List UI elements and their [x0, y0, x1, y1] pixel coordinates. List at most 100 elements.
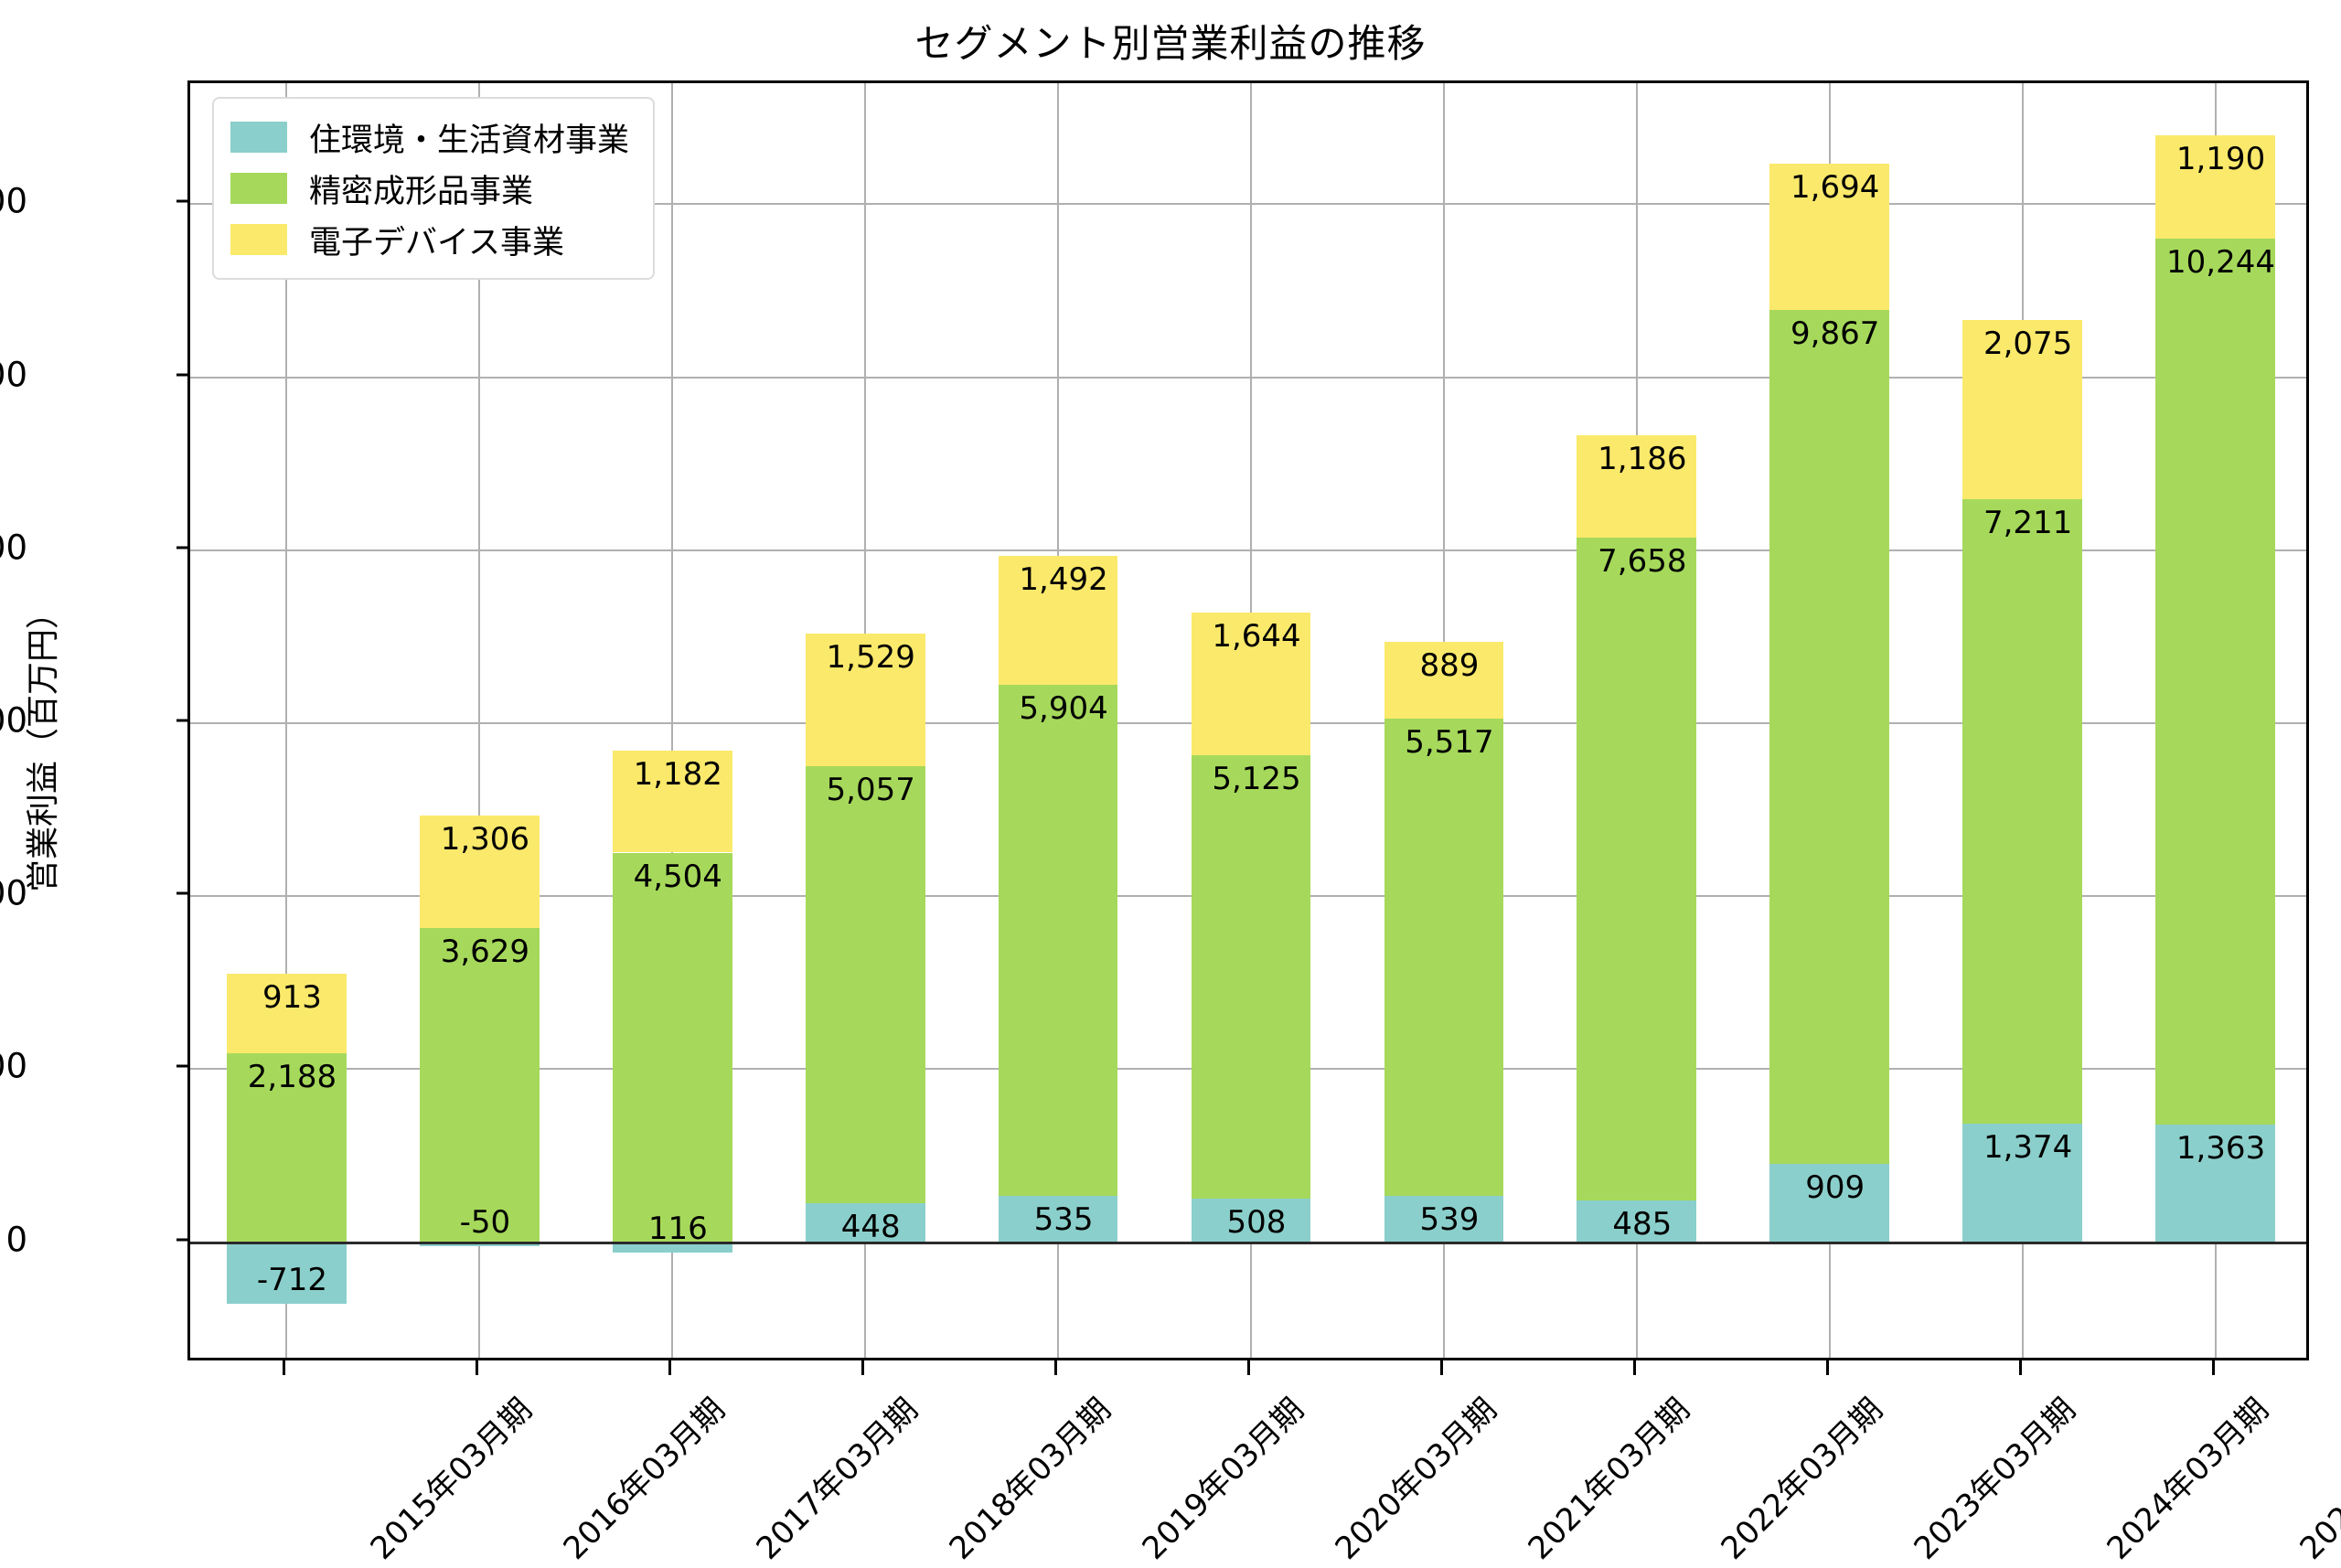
x-axis-tick-mark [283, 1360, 286, 1375]
x-axis-tick-label: 2019年03月期 [1135, 1391, 1311, 1567]
bar-segment [1191, 754, 1311, 1199]
chart-legend: 住環境・生活資材事業 精密成形品事業 電子デバイス事業 [212, 97, 656, 280]
x-axis-tick-label: 2024年03月期 [2100, 1391, 2276, 1567]
gridline-horizontal [190, 376, 2306, 379]
x-axis-tick-label: 2021年03月期 [1521, 1391, 1697, 1567]
y-axis-tick-label: 6,000 [0, 700, 27, 741]
bar-value-label: 448 [840, 1209, 901, 1246]
x-axis-tick-mark [1247, 1360, 1250, 1375]
bar-segment [1962, 499, 2082, 1124]
bar-value-label: 116 [647, 1210, 708, 1247]
bar-value-label: 1,306 [440, 820, 530, 858]
bar-value-label: 1,694 [1790, 168, 1880, 206]
x-axis-tick-mark [476, 1360, 479, 1375]
bar-value-label: 1,492 [1019, 561, 1108, 599]
bar-segment [2155, 238, 2275, 1125]
legend-item-label: 電子デバイス事業 [309, 224, 564, 261]
gridline-vertical [285, 83, 288, 1358]
y-axis-tick-mark [176, 546, 187, 549]
x-axis-tick-mark [1825, 1360, 1829, 1375]
gridline-vertical [671, 83, 674, 1358]
x-axis-tick-mark [2211, 1360, 2215, 1375]
bar-segment [998, 1195, 1118, 1243]
bar-segment [1577, 1200, 1697, 1243]
legend-swatch-icon [230, 122, 287, 153]
bar-segment [1769, 163, 1890, 311]
y-axis-tick-mark [176, 891, 187, 895]
x-axis-tick-label: 2016年03月期 [556, 1391, 733, 1567]
gridline-vertical [478, 83, 481, 1358]
x-axis-tick-mark [1632, 1360, 1636, 1375]
y-axis-label: 営業利益（百万円） [25, 596, 62, 893]
bar-value-label: 5,057 [826, 771, 915, 808]
bar-value-label: 5,517 [1405, 723, 1494, 761]
bar-segment [419, 815, 540, 929]
bar-value-label: 1,190 [2175, 141, 2266, 178]
gridline-horizontal [190, 203, 2306, 206]
bar-segment [612, 1242, 732, 1253]
bar-segment [1769, 310, 1890, 1164]
bar-segment [1191, 1198, 1311, 1243]
bar-segment [805, 634, 925, 766]
bar-segment [1577, 435, 1697, 539]
legend-item-1[interactable]: 住環境・生活資材事業 [230, 112, 629, 163]
y-axis-tick-mark [176, 1064, 187, 1068]
bar-segment [2155, 1124, 2275, 1243]
bar-value-label: 3,629 [440, 933, 530, 971]
legend-swatch-icon [230, 173, 287, 204]
legend-item-label: 精密成形品事業 [309, 173, 534, 210]
x-axis-tick-mark [1054, 1360, 1058, 1375]
bar-segment [419, 928, 540, 1243]
bar-value-label: 5,904 [1019, 690, 1108, 728]
x-axis-tick-label: 2025年03月期 [2293, 1391, 2341, 1567]
y-axis-tick-label: 2,000 [0, 1046, 27, 1086]
bar-value-label: 535 [1033, 1200, 1094, 1238]
bar-segment [805, 1203, 925, 1243]
bar-segment [1191, 613, 1311, 755]
bar-value-label: 4,504 [633, 858, 722, 895]
bar-segment [227, 974, 347, 1053]
y-axis-tick-label: 0 [5, 1220, 27, 1260]
legend-item-3[interactable]: 電子デバイス事業 [230, 214, 629, 265]
gridline-horizontal [190, 549, 2306, 551]
bar-value-label: 508 [1226, 1203, 1287, 1241]
chart-title: セグメント別営業利益の推移 [914, 21, 1427, 66]
x-axis-tick-label: 2023年03月期 [1907, 1391, 2083, 1567]
bar-segment [612, 750, 732, 853]
y-axis-tick-label: 12,000 [0, 181, 27, 221]
bar-segment [1962, 1123, 2082, 1243]
x-axis-tick-mark [668, 1360, 672, 1375]
bar-value-label: 1,182 [633, 755, 722, 793]
legend-item-2[interactable]: 精密成形品事業 [230, 163, 629, 214]
bar-segment [998, 556, 1118, 686]
bar-value-label: 1,644 [1212, 618, 1301, 656]
bar-value-label: 2,188 [247, 1058, 337, 1095]
bar-value-label: 1,186 [1598, 441, 1687, 478]
bar-value-label: 7,658 [1598, 543, 1687, 581]
x-axis-tick-mark [1439, 1360, 1443, 1375]
bar-segment [1962, 320, 2082, 500]
zero-baseline [190, 1241, 2306, 1244]
y-axis-tick-mark [176, 373, 187, 377]
x-axis-tick-label: 2015年03月期 [364, 1391, 540, 1567]
bar-value-label: 5,125 [1212, 760, 1301, 797]
bar-segment [1577, 538, 1697, 1200]
y-axis-tick-label: 4,000 [0, 873, 27, 913]
bar-value-label: 2,075 [1983, 325, 2073, 363]
y-axis-tick-label: 10,000 [0, 355, 27, 395]
plot-area: -712 2,188 913 -50 3,629 1,306 116 4,504 1,182 44… [187, 80, 2309, 1360]
bar-segment [1384, 641, 1504, 719]
bar-segment [2155, 135, 2275, 239]
x-axis-tick-mark [2018, 1360, 2022, 1375]
x-axis-tick-label: 2020年03月期 [1328, 1391, 1504, 1567]
bar-value-label: -50 [459, 1204, 511, 1242]
legend-item-label: 住環境・生活資材事業 [309, 122, 630, 159]
x-axis-tick-label: 2018年03月期 [942, 1391, 1118, 1567]
bar-value-label: 7,211 [1983, 505, 2073, 542]
bar-segment [227, 1242, 347, 1304]
bar-value-label: 889 [1419, 646, 1480, 684]
bar-value-label: 1,529 [826, 639, 915, 677]
bar-segment [1384, 1195, 1504, 1243]
bar-segment [805, 765, 925, 1204]
